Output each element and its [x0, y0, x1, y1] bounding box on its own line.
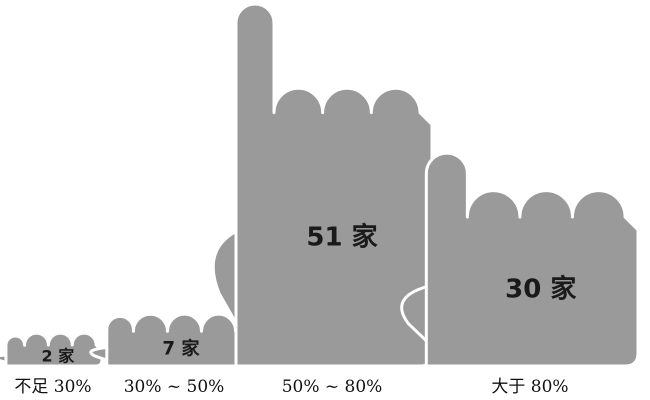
hand-bars	[0, 2, 640, 368]
value-label-2: 7 家	[162, 338, 200, 360]
value-label-3: 51 家	[306, 221, 377, 252]
hand-bar-4	[400, 151, 640, 368]
value-labels: 2 家 7 家 51 家 30 家	[42, 221, 577, 365]
value-label-1: 2 家	[42, 347, 76, 366]
hand-bar-1	[0, 331, 104, 368]
category-label-2: 30% ~ 50%	[124, 377, 225, 397]
category-label-4: 大于 80%	[491, 377, 568, 397]
hand-shape	[234, 2, 434, 368]
hand-shape	[4, 331, 104, 368]
category-labels: 不足 30% 30% ~ 50% 50% ~ 80% 大于 80%	[14, 377, 568, 397]
category-label-1: 不足 30%	[14, 377, 91, 397]
category-label-3: 50% ~ 80%	[282, 377, 383, 397]
hand-bar-3	[211, 2, 434, 368]
hand-bar-2	[89, 312, 246, 368]
value-label-4: 30 家	[505, 273, 576, 304]
hand-shape	[424, 151, 640, 368]
